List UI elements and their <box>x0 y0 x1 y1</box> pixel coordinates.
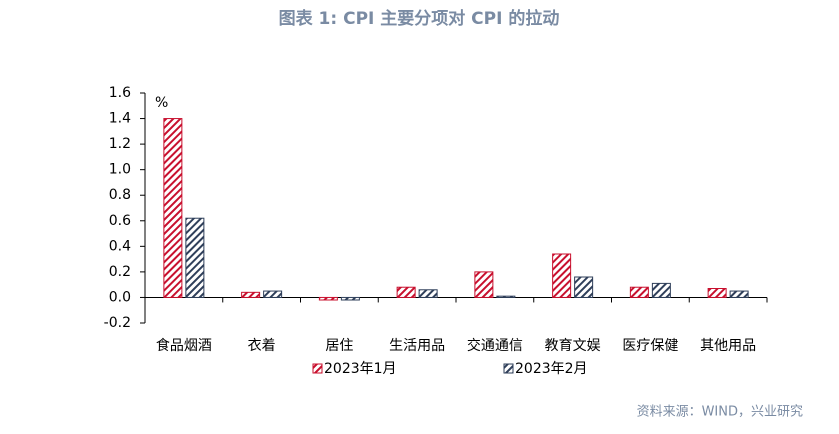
bar <box>552 253 572 298</box>
bar <box>651 282 671 298</box>
y-tick-label: 0.8 <box>109 187 131 203</box>
y-tick-label: 0.4 <box>109 238 131 254</box>
y-tick-label: 1.4 <box>109 111 131 127</box>
bar <box>241 291 261 298</box>
y-tick-label: -0.2 <box>104 315 131 331</box>
legend-swatch <box>503 363 514 374</box>
x-tick-label: 其他用品 <box>700 338 756 354</box>
x-tick-label: 生活用品 <box>389 338 445 354</box>
bar <box>163 118 183 298</box>
source: 资料来源：WIND，兴业研究 <box>637 405 803 420</box>
y-tick-label: 0.6 <box>109 213 131 229</box>
x-tick-label: 食品烟酒 <box>156 337 212 354</box>
bar <box>474 271 494 298</box>
x-tick-label: 医疗保健 <box>622 338 678 354</box>
y-tick-label: 1.2 <box>109 136 131 152</box>
unit-label: % <box>155 95 168 111</box>
x-tick-label: 居住 <box>325 338 353 354</box>
bar <box>707 288 727 298</box>
bar <box>263 290 283 298</box>
bar <box>629 286 649 298</box>
y-tick-label: 0.0 <box>109 289 131 305</box>
y-tick-label: 1.0 <box>109 162 131 178</box>
legend-label: 2023年1月 <box>324 361 397 377</box>
bar <box>396 286 416 298</box>
legend-label: 2023年2月 <box>515 361 588 377</box>
chart-title: 图表 1: CPI 主要分项对 CPI 的拉动 <box>279 8 560 29</box>
bar <box>340 296 360 301</box>
x-tick-label: 交通通信 <box>467 337 523 354</box>
x-tick-label: 衣着 <box>248 338 276 354</box>
y-tick-label: 0.2 <box>109 264 131 280</box>
bar <box>185 217 205 298</box>
x-tick-label: 教育文娱 <box>545 338 601 354</box>
bar <box>418 289 438 298</box>
bar <box>574 276 594 298</box>
bar <box>496 295 516 298</box>
bar <box>318 296 338 301</box>
y-tick-label: 1.6 <box>109 85 131 101</box>
legend-swatch <box>312 363 323 374</box>
bar <box>729 290 749 298</box>
